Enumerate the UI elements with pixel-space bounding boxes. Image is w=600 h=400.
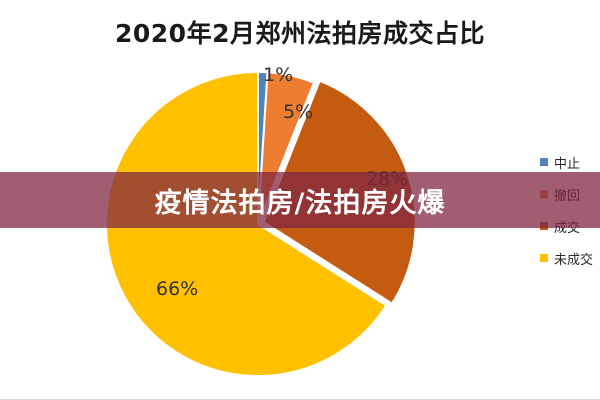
legend-swatch: [540, 158, 548, 166]
legend-item: 未成交: [540, 242, 600, 274]
chart-title: 2020年2月郑州法拍房成交占比: [115, 19, 485, 48]
legend-swatch: [540, 254, 548, 262]
legend-item: 中止: [540, 146, 600, 178]
slice-data-label: 66%: [156, 278, 198, 300]
legend-label: 未成交: [554, 252, 594, 268]
legend-label: 中止: [554, 156, 581, 172]
overlay-banner: 疫情法拍房/法拍房火爆: [0, 172, 600, 228]
overlay-caption: 疫情法拍房/法拍房火爆: [154, 187, 446, 219]
slice-data-label: 5%: [283, 101, 313, 123]
slice-data-label: 1%: [263, 64, 293, 86]
